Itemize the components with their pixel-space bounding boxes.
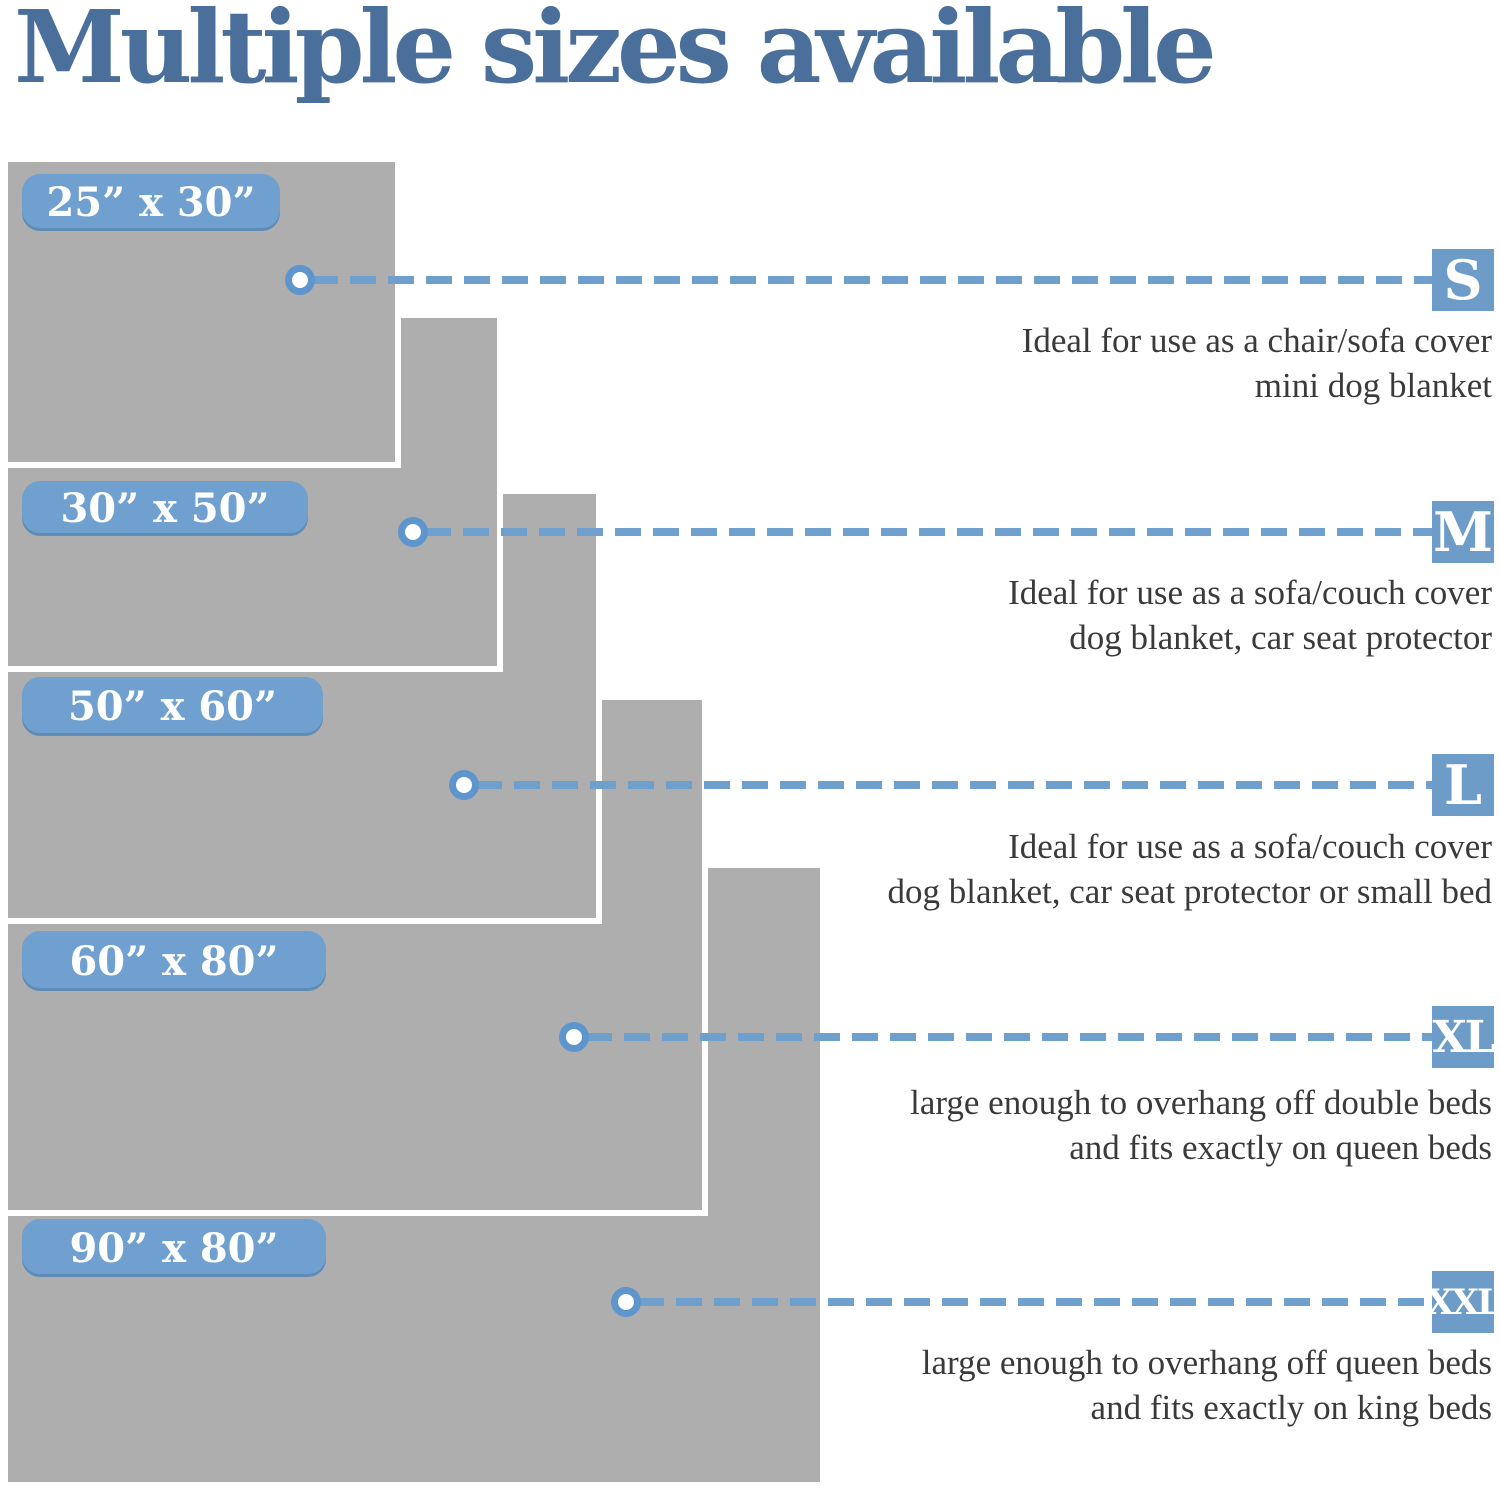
page-title: Multiple sizes available bbox=[14, 0, 1217, 106]
size-dims-pill-xxl: 90” x 80” bbox=[22, 1219, 326, 1277]
size-dims-pill-s: 25” x 30” bbox=[22, 174, 280, 231]
size-description-l-line2: dog blanket, car seat protector or small… bbox=[887, 872, 1492, 911]
size-description-xl-line2: and fits exactly on queen beds bbox=[1069, 1128, 1492, 1167]
size-description-m: Ideal for use as a sofa/couch cover dog … bbox=[1008, 570, 1492, 660]
size-dims-pill-xl: 60” x 80” bbox=[22, 931, 326, 991]
size-dims-label-s: 25” x 30” bbox=[46, 179, 256, 226]
size-badge-label-xl: XL bbox=[1432, 1011, 1495, 1063]
connector-dot-icon-xxl bbox=[611, 1287, 641, 1317]
size-dims-pill-l: 50” x 60” bbox=[22, 677, 323, 736]
connector-dot-icon-s bbox=[285, 265, 315, 295]
size-badge-m: M bbox=[1432, 500, 1494, 564]
size-description-xxl-line1: large enough to overhang off queen beds bbox=[921, 1343, 1492, 1382]
size-description-xxl-line2: and fits exactly on king beds bbox=[1090, 1388, 1492, 1427]
size-description-xl: large enough to overhang off double beds… bbox=[910, 1080, 1492, 1170]
size-badge-label-s: S bbox=[1443, 248, 1483, 312]
connector-dot-icon-l bbox=[449, 770, 479, 800]
connector-dot-icon-xl bbox=[559, 1022, 589, 1052]
size-description-l: Ideal for use as a sofa/couch cover dog … bbox=[887, 824, 1492, 914]
dashed-connector-line-s bbox=[312, 276, 1432, 284]
size-dims-label-xl: 60” x 80” bbox=[69, 937, 279, 985]
dashed-connector-line-xl bbox=[586, 1033, 1432, 1041]
size-badge-xl: XL bbox=[1432, 1006, 1496, 1068]
size-dims-label-l: 50” x 60” bbox=[67, 683, 278, 730]
size-badge-s: S bbox=[1432, 248, 1494, 312]
size-description-m-line1: Ideal for use as a sofa/couch cover bbox=[1008, 573, 1492, 612]
size-description-s-line2: mini dog blanket bbox=[1254, 366, 1492, 405]
size-badge-label-xxl: XXL bbox=[1426, 1281, 1500, 1323]
dashed-connector-line-xxl bbox=[638, 1298, 1432, 1306]
size-dims-label-xxl: 90” x 80” bbox=[69, 1224, 279, 1272]
size-dims-label-m: 30” x 50” bbox=[60, 485, 270, 532]
size-dims-pill-m: 30” x 50” bbox=[22, 481, 308, 536]
size-description-xl-line1: large enough to overhang off double beds bbox=[910, 1083, 1492, 1122]
size-description-m-line2: dog blanket, car seat protector bbox=[1069, 618, 1492, 657]
size-description-xxl: large enough to overhang off queen beds … bbox=[922, 1340, 1492, 1430]
connector-dot-icon-m bbox=[398, 517, 428, 547]
dashed-connector-line-l bbox=[476, 781, 1432, 789]
size-description-l-line1: Ideal for use as a sofa/couch cover bbox=[1008, 827, 1492, 866]
size-description-s-line1: Ideal for use as a chair/sofa cover bbox=[1021, 321, 1492, 360]
size-badge-label-l: L bbox=[1444, 753, 1482, 817]
dashed-connector-line-m bbox=[425, 528, 1432, 536]
size-description-s: Ideal for use as a chair/sofa cover mini… bbox=[1022, 318, 1492, 408]
size-badge-label-m: M bbox=[1433, 500, 1493, 564]
size-badge-l: L bbox=[1432, 753, 1494, 817]
size-badge-xxl: XXL bbox=[1427, 1271, 1500, 1333]
